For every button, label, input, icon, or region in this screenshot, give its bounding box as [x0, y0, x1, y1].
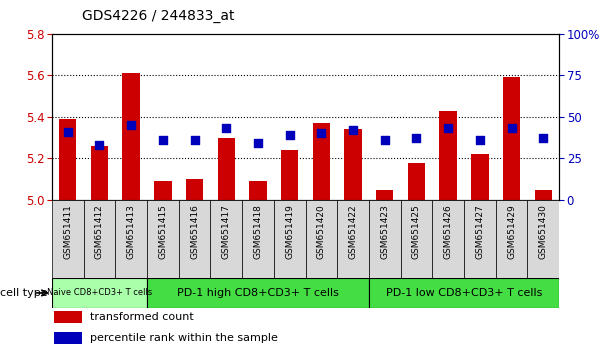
Bar: [274, 200, 306, 278]
Text: GSM651416: GSM651416: [190, 204, 199, 259]
Bar: [369, 200, 401, 278]
Bar: [503, 77, 520, 200]
Text: PD-1 low CD8+CD3+ T cells: PD-1 low CD8+CD3+ T cells: [386, 288, 542, 298]
Text: GSM651415: GSM651415: [158, 204, 167, 259]
Text: GSM651411: GSM651411: [64, 204, 72, 259]
Point: [189, 137, 199, 143]
Bar: [147, 278, 369, 308]
Text: GSM651419: GSM651419: [285, 204, 294, 259]
Bar: [376, 190, 393, 200]
Bar: [433, 200, 464, 278]
Text: percentile rank within the sample: percentile rank within the sample: [90, 333, 278, 343]
Text: Naive CD8+CD3+ T cells: Naive CD8+CD3+ T cells: [47, 289, 152, 297]
Point: [443, 126, 453, 131]
Text: GSM651412: GSM651412: [95, 204, 104, 259]
Bar: [59, 119, 76, 200]
Text: GSM651423: GSM651423: [380, 204, 389, 259]
Bar: [471, 154, 489, 200]
Point: [538, 136, 548, 141]
Text: GSM651413: GSM651413: [126, 204, 136, 259]
Bar: [52, 200, 84, 278]
Bar: [210, 200, 242, 278]
Bar: [345, 129, 362, 200]
Bar: [52, 278, 147, 308]
Bar: [313, 123, 330, 200]
Bar: [91, 146, 108, 200]
Bar: [122, 73, 140, 200]
Bar: [242, 200, 274, 278]
Point: [221, 126, 231, 131]
Bar: [147, 200, 179, 278]
Point: [380, 137, 390, 143]
Text: GSM651427: GSM651427: [475, 204, 485, 259]
Bar: [535, 190, 552, 200]
Bar: [115, 200, 147, 278]
Text: GSM651418: GSM651418: [254, 204, 263, 259]
Text: transformed count: transformed count: [90, 312, 194, 322]
Text: GSM651422: GSM651422: [348, 204, 357, 258]
Point: [412, 136, 422, 141]
Text: GSM651420: GSM651420: [317, 204, 326, 259]
Bar: [218, 138, 235, 200]
Point: [253, 141, 263, 146]
Point: [126, 122, 136, 128]
Bar: [249, 181, 266, 200]
Bar: [496, 200, 527, 278]
Point: [475, 137, 485, 143]
Text: GSM651430: GSM651430: [539, 204, 547, 259]
Point: [285, 132, 295, 138]
Point: [158, 137, 168, 143]
Text: GSM651417: GSM651417: [222, 204, 231, 259]
Bar: [186, 179, 203, 200]
Bar: [154, 181, 172, 200]
Text: GSM651429: GSM651429: [507, 204, 516, 259]
Bar: [369, 278, 559, 308]
Bar: [306, 200, 337, 278]
Bar: [408, 162, 425, 200]
Point: [507, 126, 516, 131]
Text: GSM651425: GSM651425: [412, 204, 421, 259]
Bar: [179, 200, 210, 278]
Text: GDS4226 / 244833_at: GDS4226 / 244833_at: [82, 9, 235, 23]
Bar: [281, 150, 298, 200]
Bar: [527, 200, 559, 278]
Text: GSM651426: GSM651426: [444, 204, 453, 259]
Bar: [464, 200, 496, 278]
Bar: [401, 200, 433, 278]
Text: PD-1 high CD8+CD3+ T cells: PD-1 high CD8+CD3+ T cells: [177, 288, 339, 298]
Bar: [84, 200, 115, 278]
Text: cell type: cell type: [0, 288, 48, 298]
Bar: [54, 311, 82, 323]
Point: [316, 131, 326, 136]
Bar: [439, 110, 457, 200]
Point: [63, 129, 73, 135]
Point: [348, 127, 358, 133]
Point: [95, 142, 104, 148]
Bar: [54, 332, 82, 344]
Bar: [337, 200, 369, 278]
